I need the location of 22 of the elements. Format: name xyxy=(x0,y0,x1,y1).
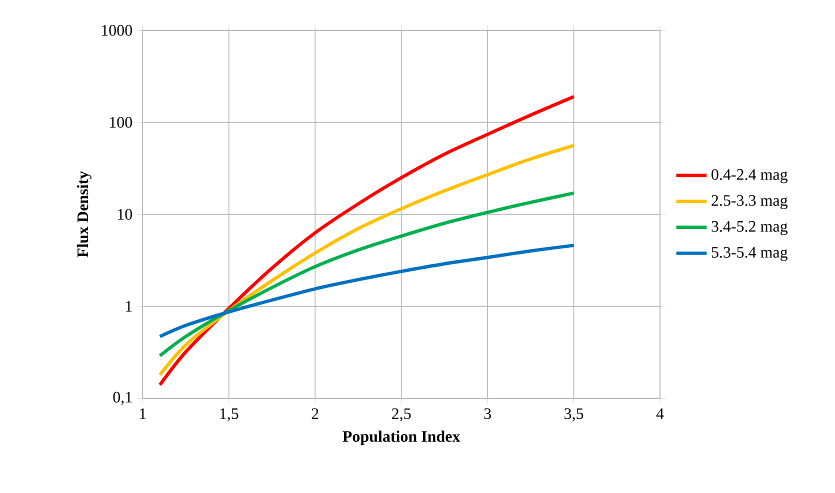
y-tick-label: 10 xyxy=(118,208,132,220)
legend-label: 2.5-3.3 mag xyxy=(712,195,788,210)
y-tick-label: 0,1 xyxy=(113,392,132,405)
legend-label: 5.3-5.4 mag xyxy=(712,246,788,261)
y-tick-label: 100 xyxy=(110,116,132,128)
line-series xyxy=(158,244,576,338)
y-tick-label: 1 xyxy=(126,301,132,312)
x-tick-label: 2,5 xyxy=(392,408,411,422)
legend-label: 0.4-2.4 mag xyxy=(712,169,788,184)
line-series xyxy=(158,144,576,377)
x-tick-label: 2 xyxy=(312,408,318,419)
legend-label: 3.4-5.2 mag xyxy=(712,221,788,236)
x-tick-label: 1 xyxy=(140,408,146,419)
line-series xyxy=(158,191,576,358)
x-tick-label: 3,5 xyxy=(564,408,584,422)
line-series xyxy=(158,95,576,387)
y-axis-title: Flux Density xyxy=(76,171,92,258)
y-tick-label: 1000 xyxy=(102,24,132,36)
x-tick-label: 4 xyxy=(656,408,664,419)
x-axis-title: Population Index xyxy=(342,430,460,446)
x-tick-label: 3 xyxy=(484,408,491,420)
x-tick-label: 1,5 xyxy=(220,408,238,422)
